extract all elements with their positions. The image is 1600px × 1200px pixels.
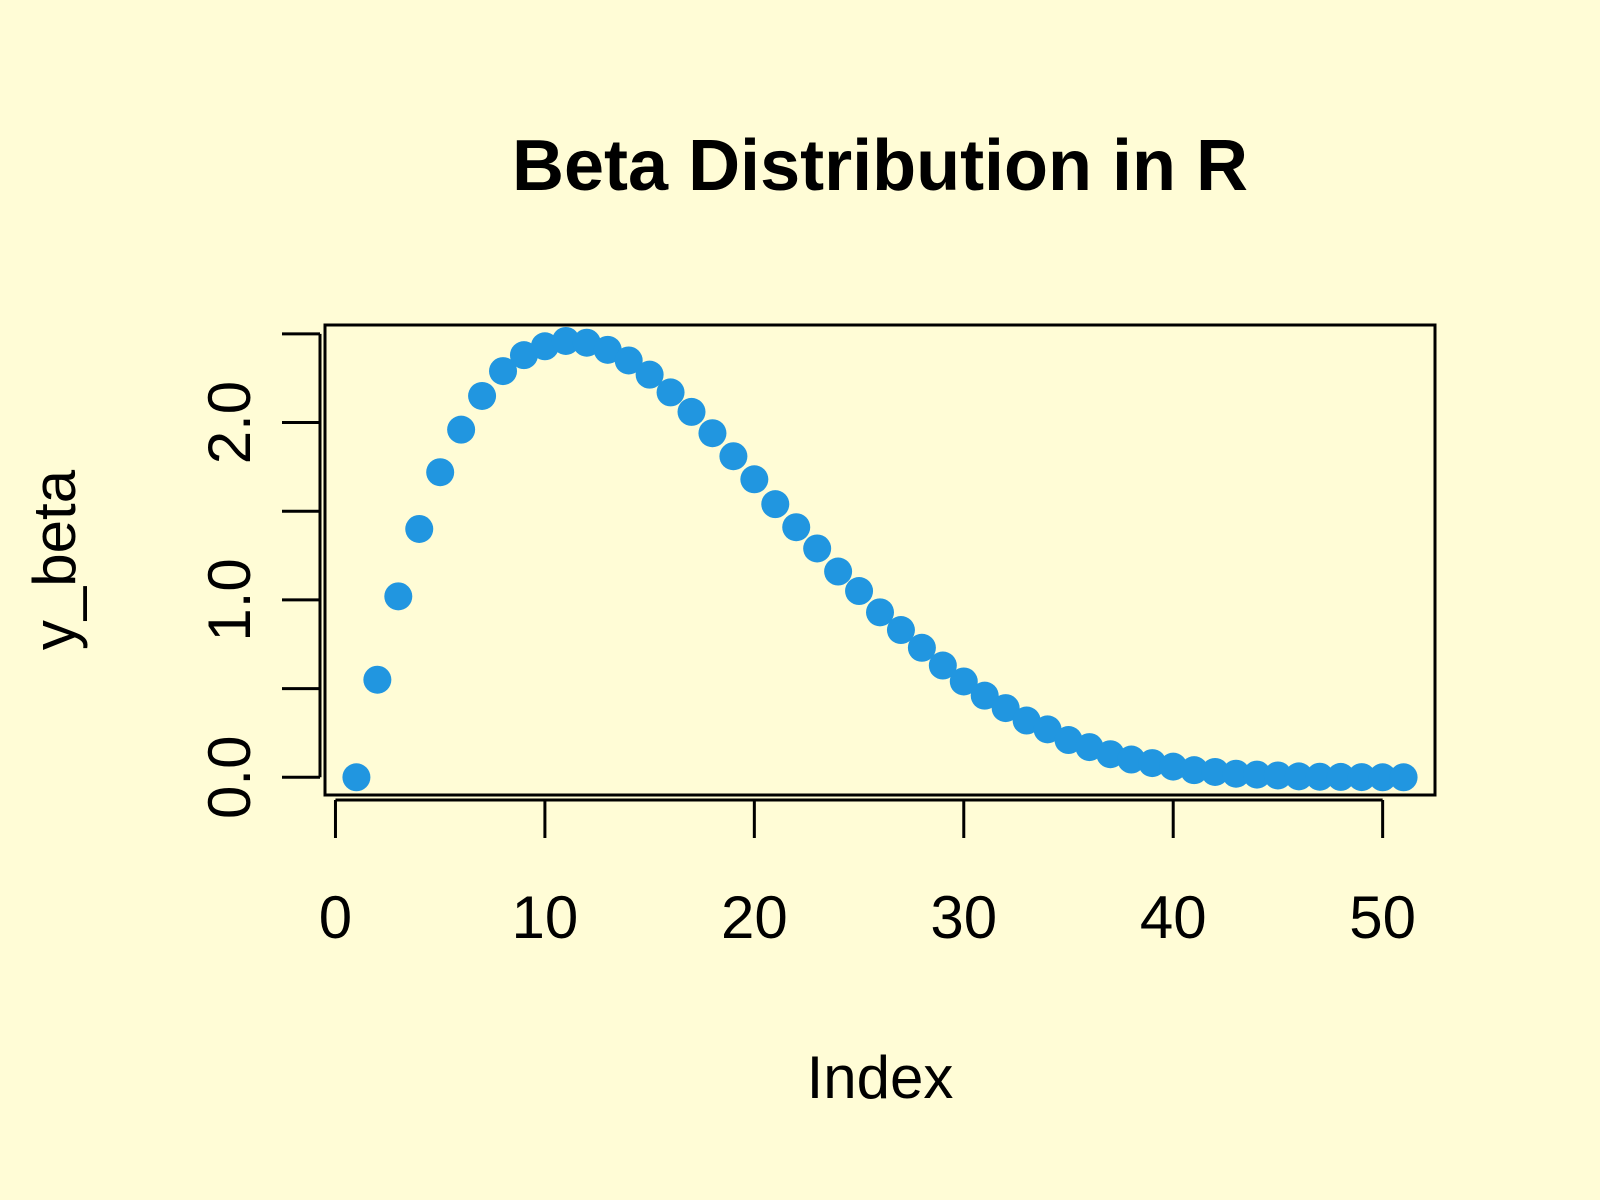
data-point bbox=[1305, 762, 1334, 791]
data-point bbox=[363, 665, 392, 694]
data-point bbox=[949, 667, 978, 696]
x-tick-label: 40 bbox=[1140, 884, 1207, 951]
data-point bbox=[928, 651, 957, 680]
data-point bbox=[824, 557, 853, 586]
data-point bbox=[551, 326, 580, 355]
data-point bbox=[489, 357, 518, 386]
data-point bbox=[1222, 759, 1251, 788]
data-point bbox=[384, 582, 413, 611]
data-point bbox=[656, 378, 685, 407]
x-tick-label: 10 bbox=[512, 884, 579, 951]
data-point bbox=[740, 465, 769, 494]
data-point bbox=[698, 419, 727, 448]
data-point bbox=[447, 415, 476, 444]
data-point bbox=[677, 397, 706, 426]
data-point bbox=[782, 513, 811, 542]
y-tick-label: 1.0 bbox=[196, 558, 263, 641]
data-point bbox=[1326, 762, 1355, 791]
data-point bbox=[761, 490, 790, 519]
x-tick-label: 30 bbox=[930, 884, 997, 951]
y-axis: 0.0 1.0 2.0 bbox=[196, 332, 322, 819]
data-point bbox=[1033, 715, 1062, 744]
data-point bbox=[530, 332, 559, 361]
data-point bbox=[635, 360, 664, 389]
data-point bbox=[1284, 762, 1313, 791]
data-point bbox=[845, 577, 874, 606]
y-axis-label: y_beta bbox=[21, 469, 88, 650]
y-tick-label: 0.0 bbox=[196, 736, 263, 819]
data-point bbox=[866, 598, 894, 627]
data-point bbox=[342, 763, 371, 792]
x-axis-label: Index bbox=[807, 1044, 954, 1111]
data-point bbox=[886, 616, 915, 645]
data-point bbox=[614, 346, 643, 375]
data-point bbox=[991, 694, 1020, 723]
data-point bbox=[1159, 752, 1188, 781]
data-point bbox=[1096, 740, 1125, 769]
y-tick-label: 2.0 bbox=[196, 381, 263, 464]
data-point bbox=[1347, 763, 1376, 792]
data-point bbox=[593, 335, 622, 364]
x-tick-label: 20 bbox=[721, 884, 788, 951]
plot-box bbox=[323, 323, 1437, 797]
data-point bbox=[1389, 763, 1418, 792]
data-point bbox=[1012, 706, 1041, 735]
data-point bbox=[426, 458, 455, 487]
data-point bbox=[509, 341, 538, 370]
data-point bbox=[468, 381, 497, 410]
chart-title: Beta Distribution in R bbox=[512, 126, 1248, 206]
x-tick-label: 50 bbox=[1349, 884, 1416, 951]
x-tick-label: 0 bbox=[319, 884, 352, 951]
data-point bbox=[1180, 756, 1209, 785]
data-point bbox=[1117, 745, 1146, 774]
data-point bbox=[907, 633, 936, 662]
data-point bbox=[719, 442, 748, 471]
data-point bbox=[1263, 761, 1292, 790]
data-point bbox=[1368, 763, 1397, 792]
data-point bbox=[1138, 749, 1167, 778]
data-point bbox=[803, 534, 832, 563]
x-axis: 0 10 20 30 40 50 bbox=[319, 798, 1416, 951]
data-point bbox=[1242, 760, 1271, 789]
data-points bbox=[342, 326, 1418, 792]
data-point bbox=[970, 681, 999, 710]
data-point bbox=[1201, 757, 1230, 786]
data-point bbox=[405, 514, 434, 543]
